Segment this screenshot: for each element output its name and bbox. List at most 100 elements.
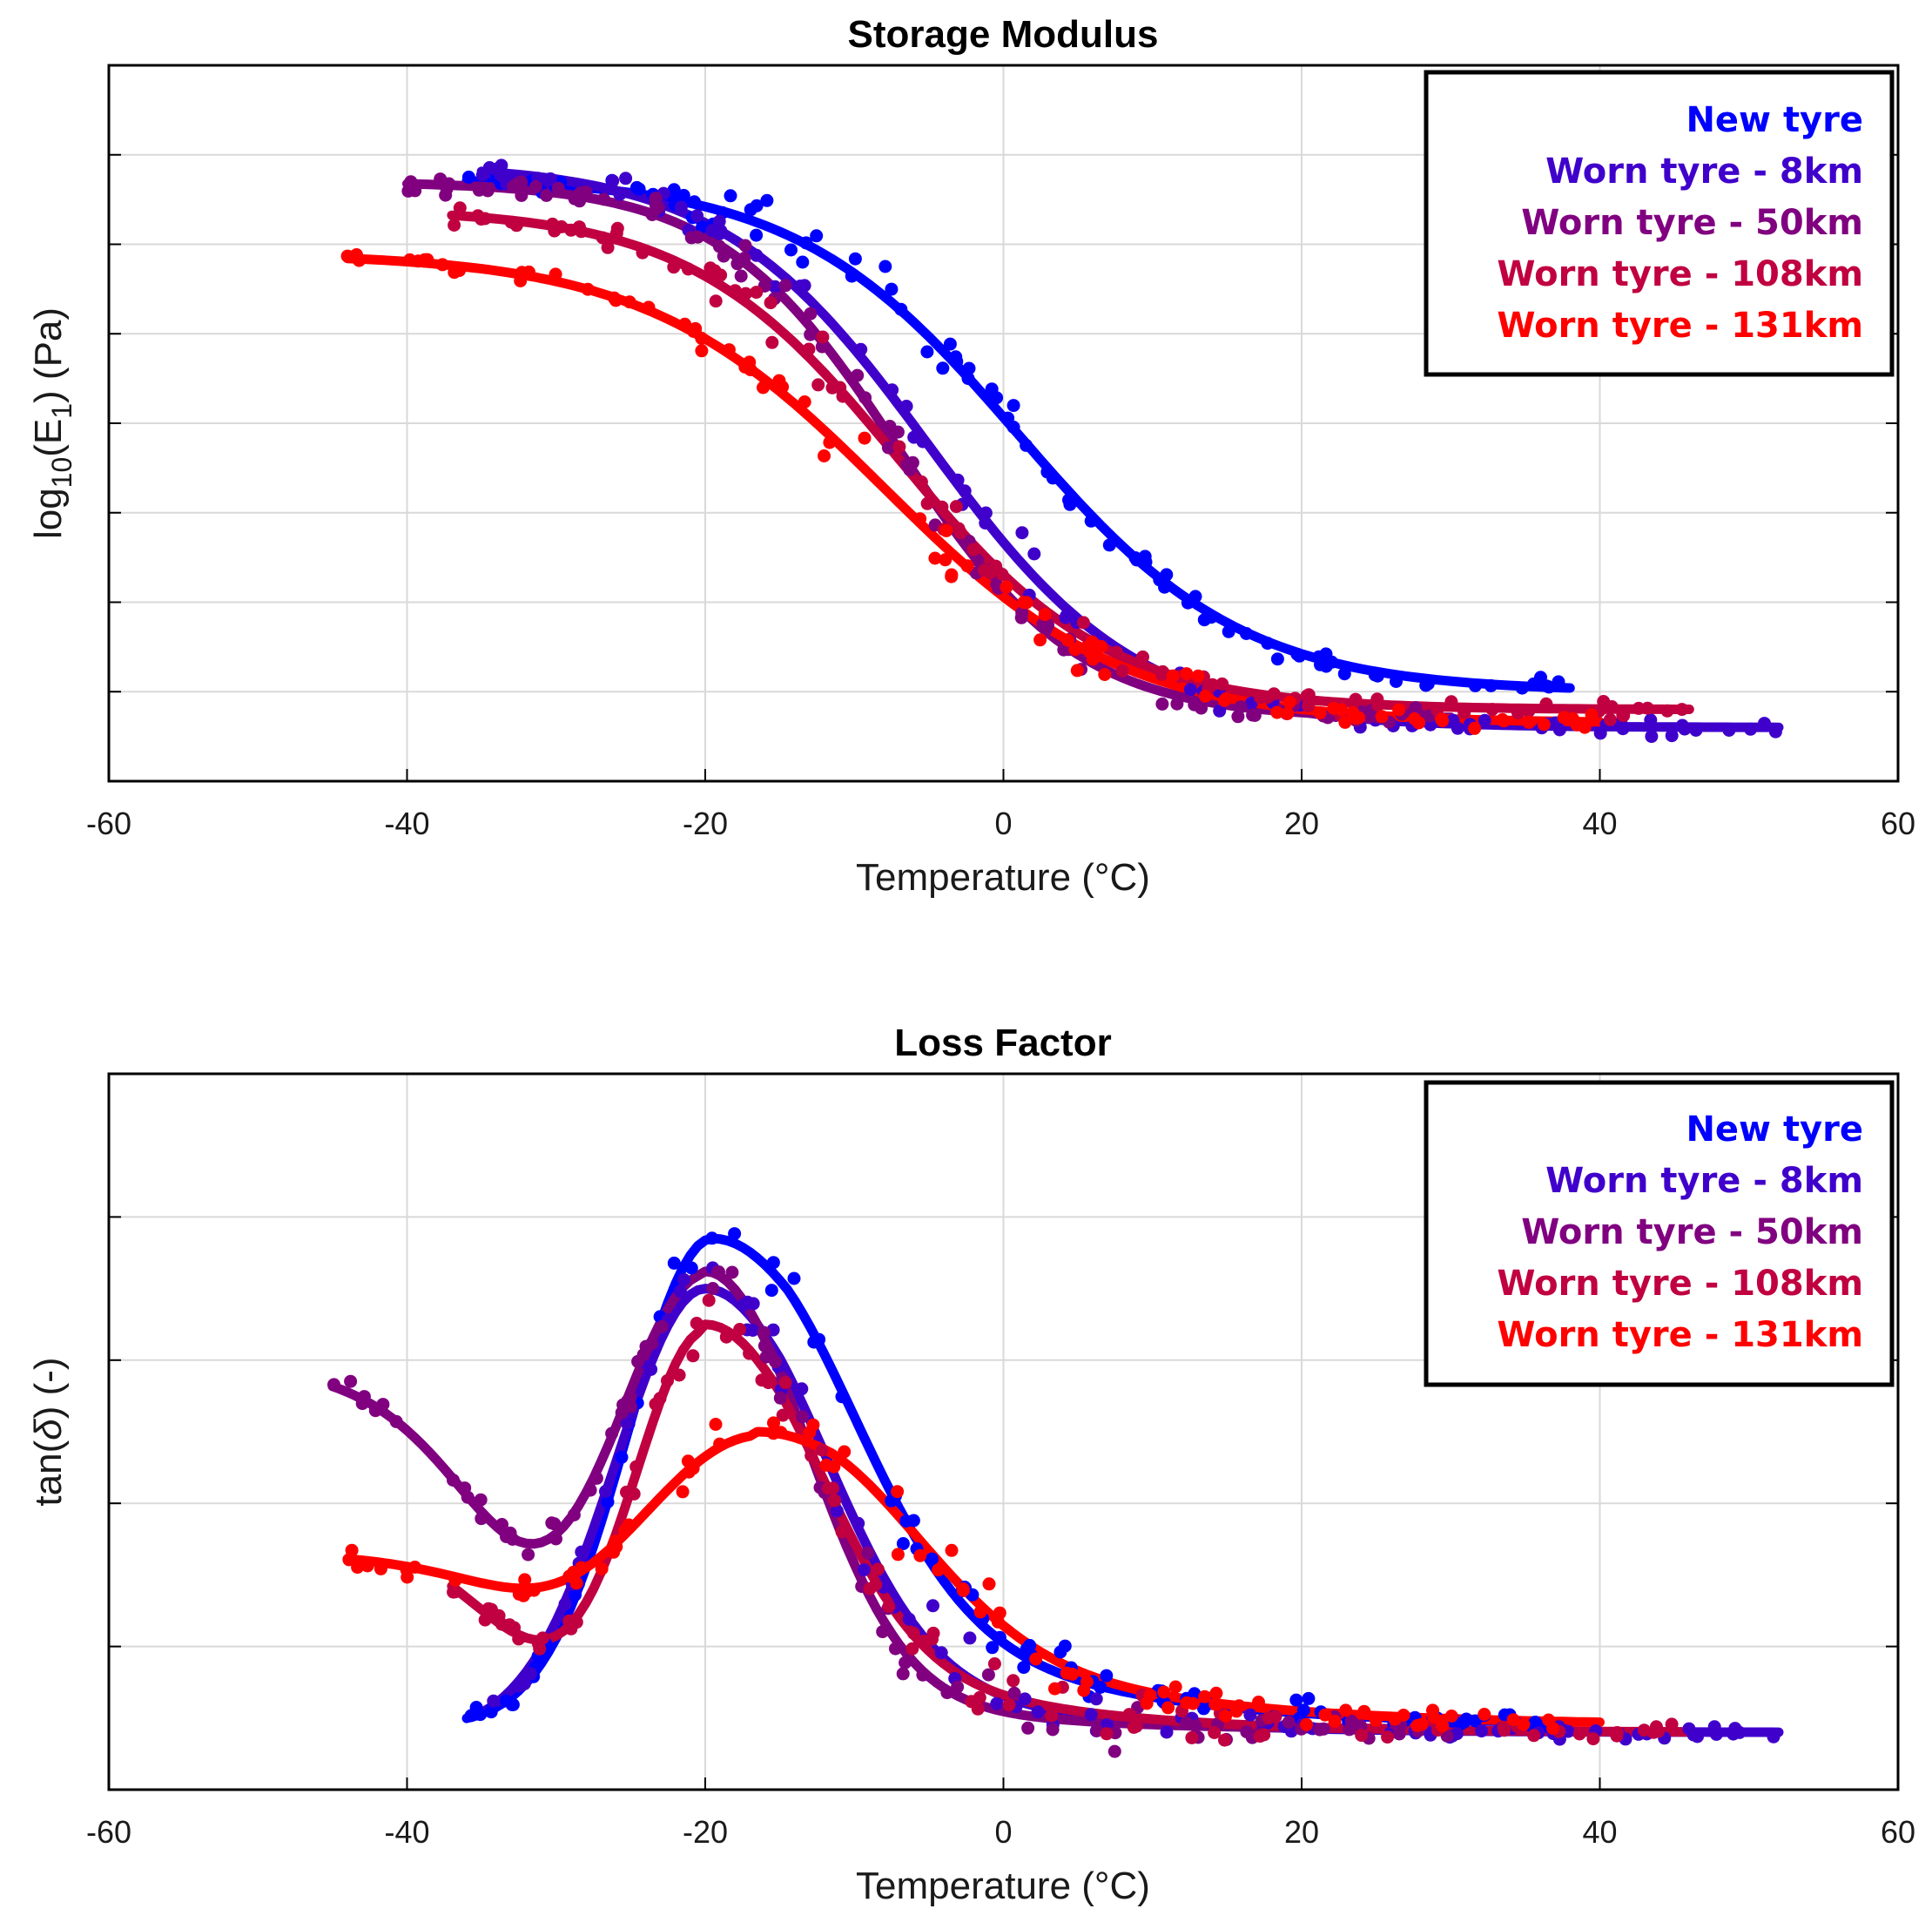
data-point <box>1300 1717 1314 1731</box>
data-point <box>521 1584 535 1598</box>
data-point <box>661 1373 674 1387</box>
data-point <box>733 1323 747 1336</box>
data-point <box>926 1599 939 1613</box>
data-point <box>1038 608 1052 622</box>
data-point <box>1293 649 1306 663</box>
data-point <box>1060 609 1074 623</box>
data-point <box>1219 692 1233 705</box>
data-point <box>1527 1729 1541 1743</box>
data-point <box>1522 716 1536 729</box>
data-point <box>894 302 908 316</box>
data-point <box>621 1394 635 1408</box>
data-point <box>1468 721 1482 735</box>
data-point <box>1660 704 1674 718</box>
data-point <box>987 1657 1001 1670</box>
data-point <box>961 372 975 386</box>
data-point <box>1349 692 1363 706</box>
data-point <box>1665 729 1679 743</box>
data-point <box>523 1667 537 1681</box>
data-point <box>750 248 764 262</box>
data-point <box>509 219 523 233</box>
data-point <box>575 1561 589 1575</box>
data-point <box>1084 514 1098 528</box>
data-point <box>1603 712 1617 726</box>
data-point <box>613 187 627 201</box>
data-point <box>776 380 790 394</box>
data-point <box>778 1376 792 1390</box>
data-point <box>882 1600 896 1613</box>
storage-modulus-x-axis-label: Temperature (°C) <box>856 856 1150 899</box>
data-point <box>1282 695 1296 709</box>
data-point <box>1375 710 1389 724</box>
data-point <box>750 228 764 242</box>
x-tick-label: 40 <box>1582 1814 1617 1850</box>
x-tick-label: -40 <box>384 1814 429 1850</box>
loss-factor-axes-box <box>107 1072 1900 1791</box>
data-point <box>1728 1722 1742 1736</box>
data-point <box>674 200 688 214</box>
data-point <box>1161 1701 1175 1715</box>
loss-factor-y-axis-label: tan(δ) (-) <box>27 1357 70 1506</box>
data-point <box>1415 1717 1429 1731</box>
data-point <box>764 1284 778 1298</box>
data-point <box>702 1293 716 1307</box>
data-point <box>1098 668 1112 681</box>
data-point <box>1231 710 1245 724</box>
legend-entry-worn-8km: Worn tyre - 8km <box>1545 152 1863 192</box>
data-point <box>677 1272 690 1286</box>
data-point <box>1060 1666 1074 1680</box>
data-point <box>1312 650 1326 664</box>
data-point <box>1296 1703 1310 1717</box>
data-point <box>1610 1726 1624 1739</box>
data-point <box>1136 650 1149 664</box>
data-point <box>768 280 782 293</box>
data-point <box>951 473 965 487</box>
data-point <box>1758 717 1771 731</box>
data-point <box>458 1481 472 1495</box>
data-point <box>1337 667 1351 681</box>
data-point <box>522 265 535 279</box>
data-point <box>1665 1717 1679 1731</box>
data-point <box>1046 1723 1060 1737</box>
data-point <box>1506 1713 1520 1727</box>
x-tick-label: 0 <box>994 806 1012 841</box>
data-point <box>1068 643 1082 657</box>
data-point <box>1522 705 1536 718</box>
data-point <box>1338 715 1352 729</box>
data-point <box>971 553 985 567</box>
data-point <box>953 525 967 539</box>
data-point <box>1048 1682 1061 1696</box>
data-point <box>1289 1693 1303 1707</box>
data-point <box>1020 596 1033 610</box>
data-point <box>920 496 934 510</box>
data-point <box>487 1694 501 1708</box>
data-point <box>1054 1645 1067 1659</box>
data-point <box>913 1548 927 1562</box>
data-point <box>1218 1733 1231 1747</box>
data-point <box>826 1481 839 1495</box>
data-point <box>784 243 798 257</box>
data-point <box>1421 676 1435 690</box>
data-point <box>1188 1719 1202 1733</box>
data-point <box>939 523 953 537</box>
data-point <box>852 1516 865 1530</box>
data-point <box>1539 697 1553 711</box>
data-point <box>743 1346 757 1360</box>
data-point <box>1327 701 1341 715</box>
data-point <box>667 183 681 197</box>
data-point <box>823 435 837 449</box>
data-point <box>881 441 895 455</box>
data-point <box>408 1561 421 1574</box>
data-point <box>567 1508 581 1521</box>
data-point <box>599 1485 612 1498</box>
data-point <box>728 1227 742 1241</box>
data-point <box>472 183 486 197</box>
x-tick-label: 60 <box>1881 806 1915 841</box>
loss-factor-x-axis-label: Temperature (°C) <box>856 1865 1150 1907</box>
data-point <box>548 1517 562 1531</box>
data-point <box>928 551 942 565</box>
data-point <box>1070 664 1084 678</box>
x-tick-label: 60 <box>1881 1814 1915 1850</box>
data-point <box>327 1378 340 1392</box>
data-point <box>1261 637 1275 651</box>
